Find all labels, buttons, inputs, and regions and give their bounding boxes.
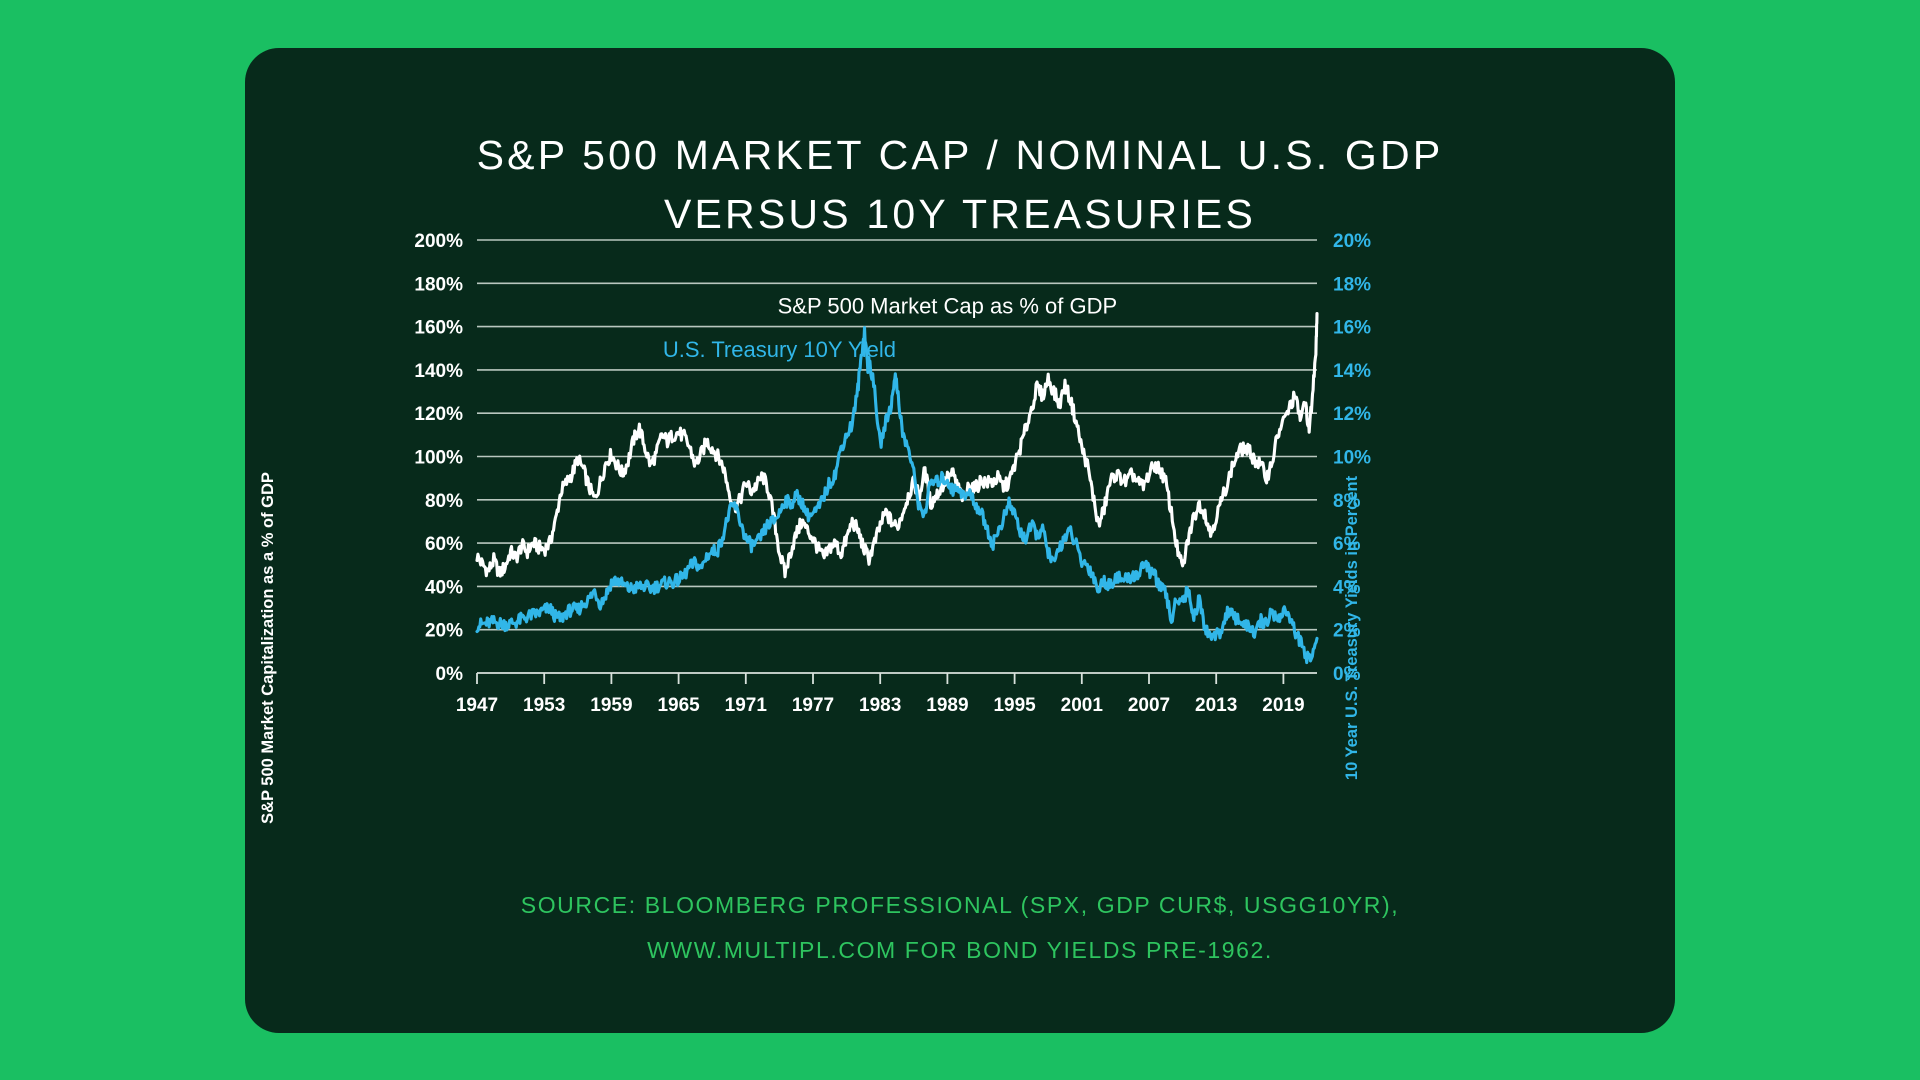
source-note: SOURCE: BLOOMBERG PROFESSIONAL (SPX, GDP… <box>245 883 1675 973</box>
y-axis-right-tick-label: 14% <box>1333 360 1371 381</box>
y-axis-right-labels: 0% 2% 4% 6% 8% 10% 12% 14% 16% 18% 20% <box>1333 231 1371 685</box>
x-axis-tick-label: 1965 <box>657 695 700 716</box>
series-annotation-sp500: S&P 500 Market Cap as % of GDP <box>778 293 1118 318</box>
y-axis-right-tick-label: 20% <box>1333 231 1371 252</box>
chart-plot-area: 0% 20% 40% 60% 80% 100% 120% 140% 160% 180% 200% 0… <box>245 48 1675 1033</box>
x-axis-tick-label: 2019 <box>1262 695 1304 716</box>
title-line-1: S&P 500 MARKET CAP / NOMINAL U.S. GDP <box>476 131 1444 178</box>
y-axis-right-tick-label: 0% <box>1333 664 1361 685</box>
tickmarks-group <box>476 672 1285 684</box>
x-axis-tick-label: 2013 <box>1195 695 1237 716</box>
x-axis-tick-label: 1983 <box>859 695 901 716</box>
chart-svg: 0% 20% 40% 60% 80% 100% 120% 140% 160% 180% 200% 0… <box>259 231 1371 824</box>
y-axis-left-tick-label: 80% <box>425 490 463 511</box>
series-annotation-treasury: U.S. Treasury 10Y Yield <box>663 336 896 361</box>
y-axis-right-tick-label: 10% <box>1333 447 1371 468</box>
y-axis-right-tick-label: 4% <box>1333 577 1361 598</box>
y-axis-right-tick-label: 12% <box>1333 404 1371 425</box>
series-line-sp500-market-cap <box>475 311 1319 578</box>
y-axis-right-tick-label: 18% <box>1333 274 1371 295</box>
y-axis-left-labels: 0% 20% 40% 60% 80% 100% 120% 140% 160% 180% 200% <box>414 231 463 685</box>
series-annotations-group: S&P 500 Market Cap as % of GDP U.S. Treas… <box>663 293 1117 361</box>
x-axis-tick-label: 2007 <box>1128 695 1170 716</box>
y-axis-right-tick-label: 16% <box>1333 317 1371 338</box>
y-axis-left-tick-label: 140% <box>414 360 463 381</box>
y-axis-right-tick-label: 2% <box>1333 620 1361 641</box>
series-line-treasury-10y-yield <box>475 325 1319 664</box>
x-axis-tick-label: 1947 <box>456 695 498 716</box>
y-axis-left-tick-label: 160% <box>414 317 463 338</box>
x-axis-tick-label: 1953 <box>523 695 565 716</box>
y-axis-left-tick-label: 200% <box>414 231 463 252</box>
x-axis-tick-label: 1989 <box>926 695 968 716</box>
x-axis-labels: 1947 1953 1959 1965 1971 1977 1983 1989 1995 2001… <box>456 695 1305 716</box>
y-axis-left-tick-label: 100% <box>414 447 463 468</box>
y-axis-left-tick-label: 0% <box>436 664 464 685</box>
y-axis-left-tick-label: 40% <box>425 577 463 598</box>
y-axis-left-title: S&P 500 Market Capitalization as a % of … <box>259 472 277 824</box>
x-axis-tick-label: 1959 <box>590 695 632 716</box>
series-lines-group <box>475 311 1319 664</box>
y-axis-left-tick-label: 120% <box>414 404 463 425</box>
source-line-2: WWW.MULTIPL.COM FOR BOND YIELDS PRE-1962… <box>647 936 1273 963</box>
y-axis-left-tick-label: 180% <box>414 274 463 295</box>
y-axis-right-title: 10 Year U.S. Treasury Yields in Percent <box>1343 475 1361 780</box>
y-axis-left-tick-label: 20% <box>425 620 463 641</box>
title-line-2: VERSUS 10Y TREASURIES <box>663 190 1257 237</box>
x-axis-tick-label: 2001 <box>1061 695 1104 716</box>
chart-card: S&P 500 MARKET CAP / NOMINAL U.S. GDP VE… <box>245 47 1675 1033</box>
x-axis-tick-label: 1995 <box>993 695 1036 716</box>
y-axis-right-tick-label: 8% <box>1333 490 1361 511</box>
x-axis-tick-label: 1977 <box>792 695 834 716</box>
source-line-1: SOURCE: BLOOMBERG PROFESSIONAL (SPX, GDP… <box>520 891 1400 918</box>
y-axis-right-tick-label: 6% <box>1333 534 1361 555</box>
y-axis-left-tick-label: 60% <box>425 534 463 555</box>
page-title: S&P 500 MARKET CAP / NOMINAL U.S. GDP VE… <box>245 126 1675 245</box>
x-axis-tick-label: 1971 <box>725 695 768 716</box>
